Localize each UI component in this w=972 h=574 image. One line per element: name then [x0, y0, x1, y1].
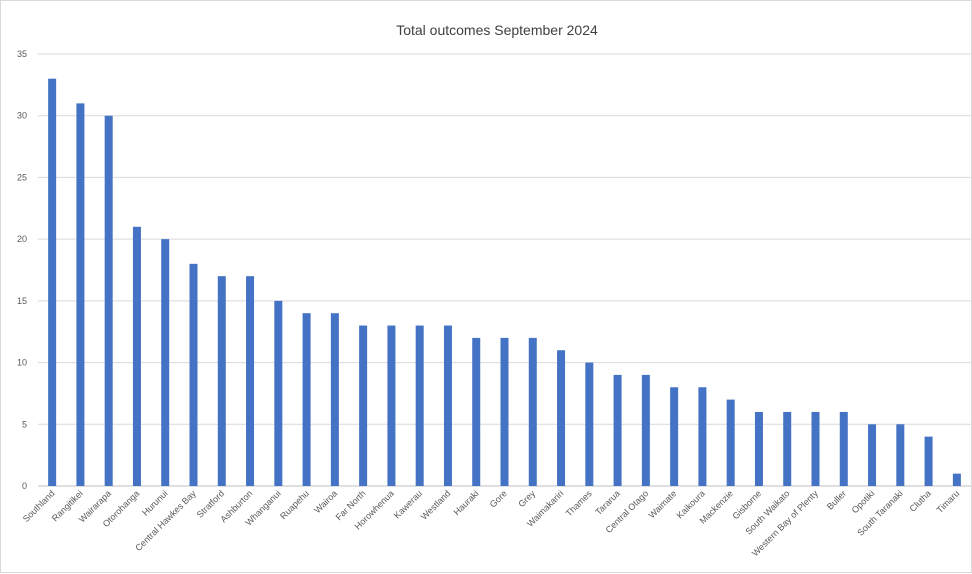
x-category-label: Grey: [516, 488, 537, 509]
bar: [528, 337, 537, 486]
bar: [726, 399, 735, 486]
x-category-label: Gore: [488, 488, 509, 509]
bar: [443, 325, 452, 486]
y-tick-label: 35: [17, 49, 27, 59]
y-tick-label: 20: [17, 234, 27, 244]
x-axis-labels: SouthlandRangitikeiWairarapaOtorohangaHu…: [21, 488, 961, 558]
y-tick-label: 10: [17, 358, 27, 368]
bar: [330, 313, 339, 486]
x-category-label: Westland: [419, 488, 452, 521]
bar: [48, 78, 57, 486]
x-category-label: Buller: [825, 488, 848, 511]
bar: [76, 103, 85, 486]
y-axis-ticks: 0 5 10 15 20 25 30 35: [17, 49, 27, 491]
x-category-label: Opotiki: [850, 488, 877, 515]
bar: [359, 325, 368, 486]
chart-title: Total outcomes September 2024: [396, 22, 598, 38]
bar: [104, 115, 113, 486]
bar: [896, 424, 905, 486]
bar: [839, 411, 848, 486]
x-category-label: Timaru: [935, 488, 962, 515]
y-tick-label: 5: [22, 419, 27, 429]
bar: [811, 411, 820, 486]
y-tick-label: 25: [17, 172, 27, 182]
bar: [868, 424, 877, 486]
bars: [48, 78, 961, 487]
bar: [217, 276, 226, 486]
bar: [274, 300, 283, 486]
bar: [302, 313, 311, 486]
x-category-label: Ruapehu: [278, 488, 311, 521]
bar: [670, 387, 679, 486]
bar: [415, 325, 424, 486]
x-category-label: Wairoa: [312, 488, 339, 515]
x-category-label: Thames: [564, 488, 594, 518]
bar: [500, 337, 509, 486]
x-category-label: Clutha: [908, 488, 933, 513]
bar: [754, 411, 763, 486]
bar: [161, 239, 170, 486]
bar: [783, 411, 792, 486]
bar: [189, 263, 198, 486]
bar: [585, 362, 594, 486]
bar: [698, 387, 707, 486]
bar: [641, 374, 650, 486]
bar: [952, 473, 961, 486]
bar: [132, 226, 141, 487]
bar: [472, 337, 481, 486]
y-tick-label: 30: [17, 111, 27, 121]
x-category-label: Hauraki: [452, 488, 481, 517]
bar: [246, 276, 255, 486]
x-category-label: Waimate: [647, 488, 679, 520]
y-tick-label: 15: [17, 296, 27, 306]
bar: [387, 325, 396, 486]
bar: [613, 374, 622, 486]
y-tick-label: 0: [22, 481, 27, 491]
bar: [557, 350, 566, 486]
bar: [924, 436, 933, 486]
